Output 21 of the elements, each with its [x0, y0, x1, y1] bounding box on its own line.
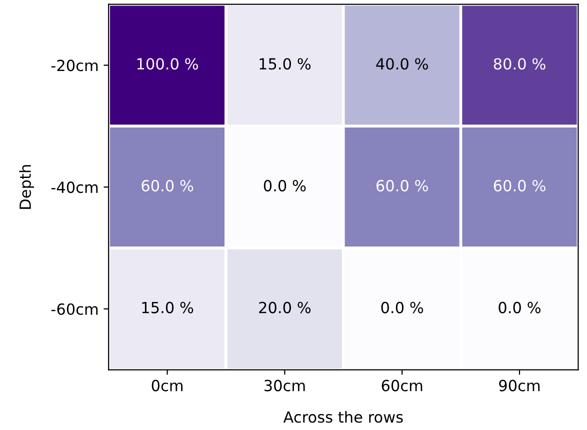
data-label: 100.0 % [137, 58, 198, 70]
y-axis-title: Depth [19, 165, 34, 209]
x-tick-label: 30cm [264, 380, 305, 392]
data-label: 15.0 % [142, 302, 194, 314]
data-label: 60.0 % [376, 180, 428, 192]
data-label: 40.0 % [376, 58, 428, 70]
x-tick-label: 90cm [499, 380, 540, 392]
data-label: 60.0 % [142, 180, 194, 192]
x-tick-label: 0cm [152, 380, 182, 392]
data-label: 0.0 % [381, 302, 424, 314]
data-label: 15.0 % [260, 58, 311, 70]
y-tick-label: -20cm [51, 60, 98, 72]
x-tick-label: 60cm [382, 380, 422, 392]
data-label: 80.0 % [494, 58, 546, 70]
y-tick-label: -40cm [51, 182, 98, 194]
data-label: 20.0 % [259, 302, 311, 314]
y-tick-label: -60cm [51, 303, 98, 315]
x-axis-title: Across the rows [283, 410, 403, 423]
data-label: 0.0 % [498, 302, 540, 314]
data-label: 60.0 % [494, 180, 546, 192]
data-label: 0.0 % [264, 180, 306, 192]
